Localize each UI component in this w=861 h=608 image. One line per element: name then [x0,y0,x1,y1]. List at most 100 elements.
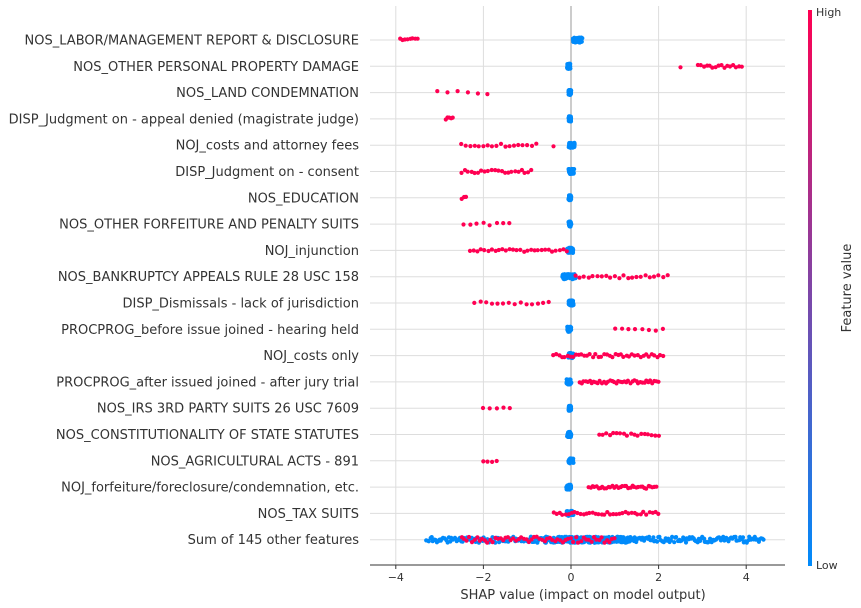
shap-point [638,274,643,279]
x-axis-ticks: −4 −2 0 2 4 [388,565,750,584]
shap-point [535,248,540,253]
shap-point [489,301,495,306]
shap-point [520,143,525,148]
shap-point [511,143,517,148]
shap-point [534,141,539,146]
shap-point [612,274,618,279]
shap-point [590,274,595,279]
shap-point [500,247,505,252]
shap-point [541,300,546,305]
shap-point [480,405,486,411]
shap-point [591,355,596,360]
shap-point [719,63,724,68]
feature-label: NOS_IRS 3RD PARTY SUITS 26 USC 7609 [97,402,359,417]
shap-point [499,169,505,174]
shap-point [674,535,679,540]
shap-point [629,510,634,515]
shap-point [644,486,649,491]
shap-point [494,220,500,226]
shap-point [553,248,558,253]
shap-point [485,168,490,174]
shap-point [605,509,610,515]
shap-point [487,406,492,411]
shap-point [472,537,477,542]
feature-label: PROCPROG_after issued joined - after jur… [56,375,359,390]
shap-point [503,248,508,253]
shap-point [608,275,613,280]
shap-point [629,431,634,436]
shap-point [465,90,470,95]
shap-point [568,407,573,413]
shap-point [459,141,464,147]
shap-point [522,249,527,254]
shap-point [510,536,516,541]
shap-point [490,459,495,464]
shap-point [529,143,535,148]
shap-point [478,299,483,304]
shap-point [465,169,470,174]
feature-label: NOS_TAX SUITS [258,507,359,522]
feature-labels: NOS_LABOR/MANAGEMENT REPORT & DISCLOSURE… [9,34,360,549]
shap-point [472,300,477,305]
shap-point [660,326,666,331]
shap-point [494,406,499,411]
shap-point [503,170,508,175]
shap-point [571,460,576,465]
shap-point [647,275,652,280]
shap-point [468,144,473,149]
shap-point [485,143,490,148]
shap-point [599,535,604,540]
shap-point [464,538,469,543]
shap-point [563,512,568,517]
shap-point [479,168,484,173]
shap-point [526,539,532,545]
shap-point [546,299,551,305]
shap-point [472,170,477,176]
shap-point [481,144,486,149]
shap-point [733,534,738,540]
shap-point [519,167,525,173]
shap-point [596,512,601,517]
shap-point [604,431,609,436]
shap-point [535,301,541,306]
shap-point [710,65,715,70]
shap-point [665,273,670,278]
shap-point [600,432,605,437]
shap-point [589,539,594,544]
shap-point [549,249,555,254]
shap-point [568,88,573,93]
shap-point [570,247,575,252]
shap-point [487,223,492,228]
shap-point [478,247,483,252]
colorbar-high-label: High [816,6,841,19]
shap-point [656,379,661,384]
shap-point [467,248,473,253]
shap-point [498,141,504,146]
shap-point [575,540,581,545]
shap-point [646,354,651,359]
feature-label: PROCPROG_before issue joined - hearing h… [61,323,359,338]
shap-point [461,222,466,227]
shap-point [494,143,499,148]
shap-point [572,142,577,147]
shap-point [610,355,615,360]
shap-point [740,535,746,540]
shap-point [568,404,574,409]
shap-point [646,327,652,333]
feature-label: NOJ_injunction [265,244,359,259]
shap-point [599,274,604,279]
shap-point [573,273,578,278]
shap-point [678,65,683,70]
shap-point [587,352,592,357]
shap-point [698,63,703,68]
shap-point [649,433,654,438]
shap-point [602,540,607,545]
shap-point [568,485,574,490]
shap-point [733,65,739,70]
shap-point [494,458,499,464]
shap-point [550,537,555,543]
shap-point [634,537,639,542]
shap-point [485,459,490,464]
shap-point [529,167,534,173]
